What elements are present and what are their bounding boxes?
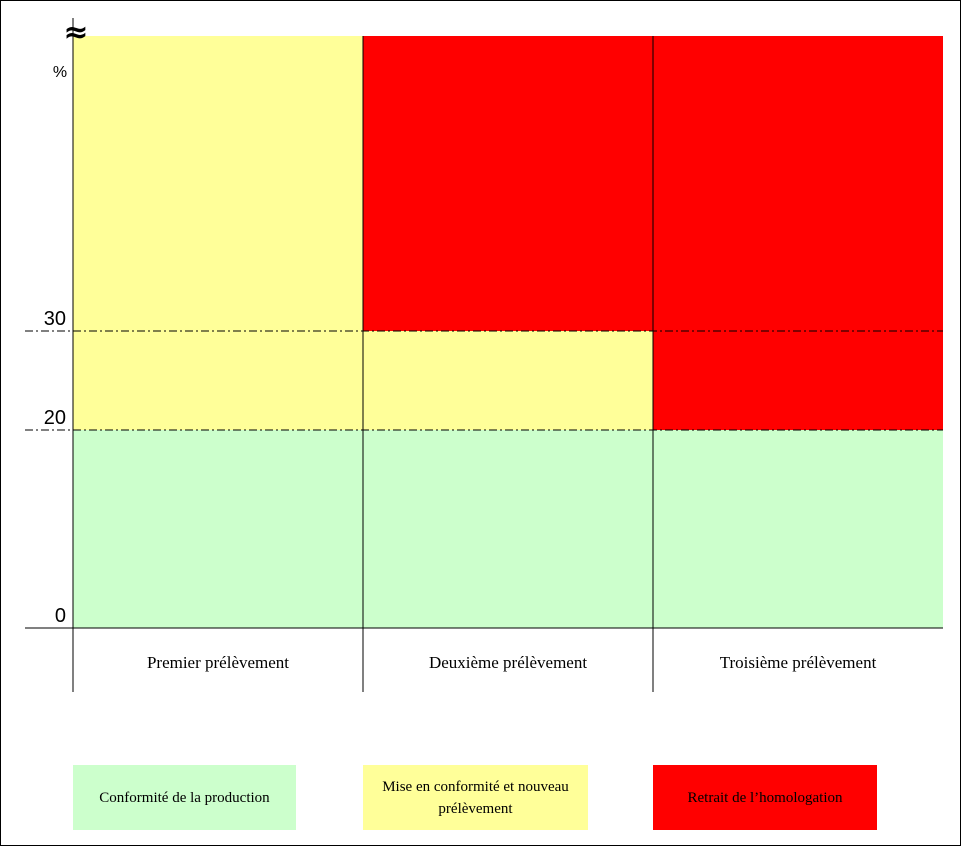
category-label: Premier prélèvement (147, 653, 289, 672)
legend-item-conform: Conformité de la production (73, 765, 296, 830)
legend-item-withdraw: Retrait de l’homologation (653, 765, 877, 830)
axis-break-icon: ≈ (63, 15, 88, 50)
zone-withdraw (653, 36, 943, 430)
zone-conform (653, 430, 943, 628)
zone-conform (73, 430, 363, 628)
category-label: Deuxième prélèvement (429, 653, 587, 672)
zone-withdraw (363, 36, 653, 331)
y-unit-label: % (53, 64, 67, 81)
y-tick-label: 0 (55, 605, 66, 627)
y-tick-label: 20 (44, 407, 66, 429)
category-label: Troisième prélèvement (720, 653, 877, 672)
legend-item-retest: Mise en conformité et nouveau prélèvemen… (363, 765, 588, 830)
zone-conform (363, 430, 653, 628)
y-tick-label: 30 (44, 308, 66, 330)
zone-retest (363, 331, 653, 430)
zone-retest (73, 36, 363, 430)
